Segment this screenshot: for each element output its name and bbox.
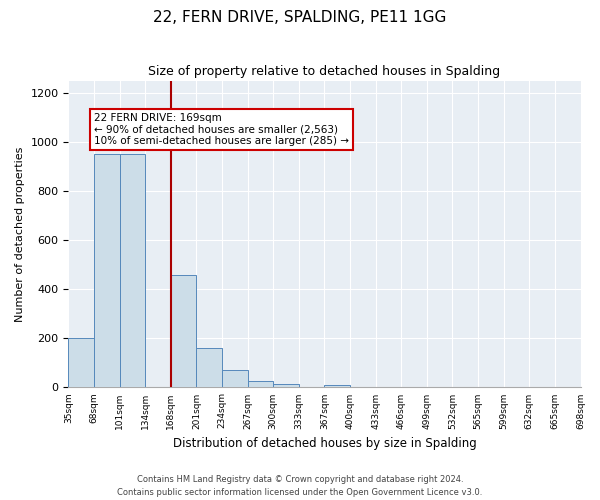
Text: 22, FERN DRIVE, SPALDING, PE11 1GG: 22, FERN DRIVE, SPALDING, PE11 1GG bbox=[154, 10, 446, 25]
Bar bbox=[222, 370, 248, 388]
Bar bbox=[325, 385, 350, 388]
Bar bbox=[171, 274, 196, 388]
Bar bbox=[119, 154, 145, 388]
Bar bbox=[273, 384, 299, 388]
Text: 22 FERN DRIVE: 169sqm
← 90% of detached houses are smaller (2,563)
10% of semi-d: 22 FERN DRIVE: 169sqm ← 90% of detached … bbox=[94, 113, 349, 146]
Bar bbox=[196, 348, 222, 388]
Text: Contains HM Land Registry data © Crown copyright and database right 2024.
Contai: Contains HM Land Registry data © Crown c… bbox=[118, 475, 482, 497]
Bar bbox=[68, 338, 94, 388]
Y-axis label: Number of detached properties: Number of detached properties bbox=[15, 146, 25, 322]
X-axis label: Distribution of detached houses by size in Spalding: Distribution of detached houses by size … bbox=[173, 437, 476, 450]
Title: Size of property relative to detached houses in Spalding: Size of property relative to detached ho… bbox=[148, 65, 500, 78]
Bar bbox=[248, 382, 273, 388]
Bar bbox=[94, 154, 119, 388]
